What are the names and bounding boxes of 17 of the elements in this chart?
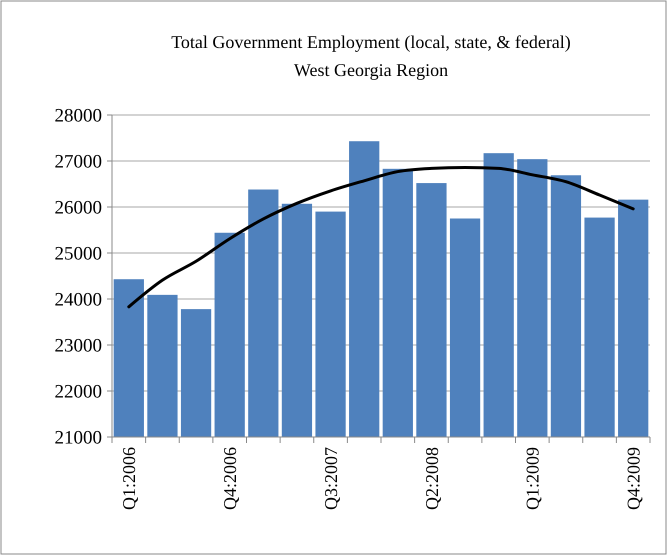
y-tick-label: 22000 <box>54 382 102 403</box>
chart-subtitle: West Georgia Region <box>294 60 448 80</box>
y-tick-label: 23000 <box>54 336 102 357</box>
x-tick-label: Q4:2006 <box>220 447 240 510</box>
y-tick-label: 21000 <box>54 428 102 449</box>
x-tick-label: Q1:2009 <box>522 447 543 510</box>
y-tick-label: 27000 <box>54 152 102 173</box>
y-tick-label: 25000 <box>54 244 102 265</box>
line-series <box>127 166 635 308</box>
chart-title: Total Government Employment (local, state, & federal) <box>171 32 571 52</box>
y-tick-label: 28000 <box>54 106 102 127</box>
x-tick-label: Q1:2006 <box>119 447 140 510</box>
x-tick-label: Q4:2009 <box>623 447 644 510</box>
x-tick-label: Q2:2008 <box>422 447 442 510</box>
y-tick-label: 26000 <box>54 198 102 219</box>
y-tick-label: 24000 <box>54 290 102 311</box>
x-tick-label: Q3:2007 <box>320 447 341 510</box>
